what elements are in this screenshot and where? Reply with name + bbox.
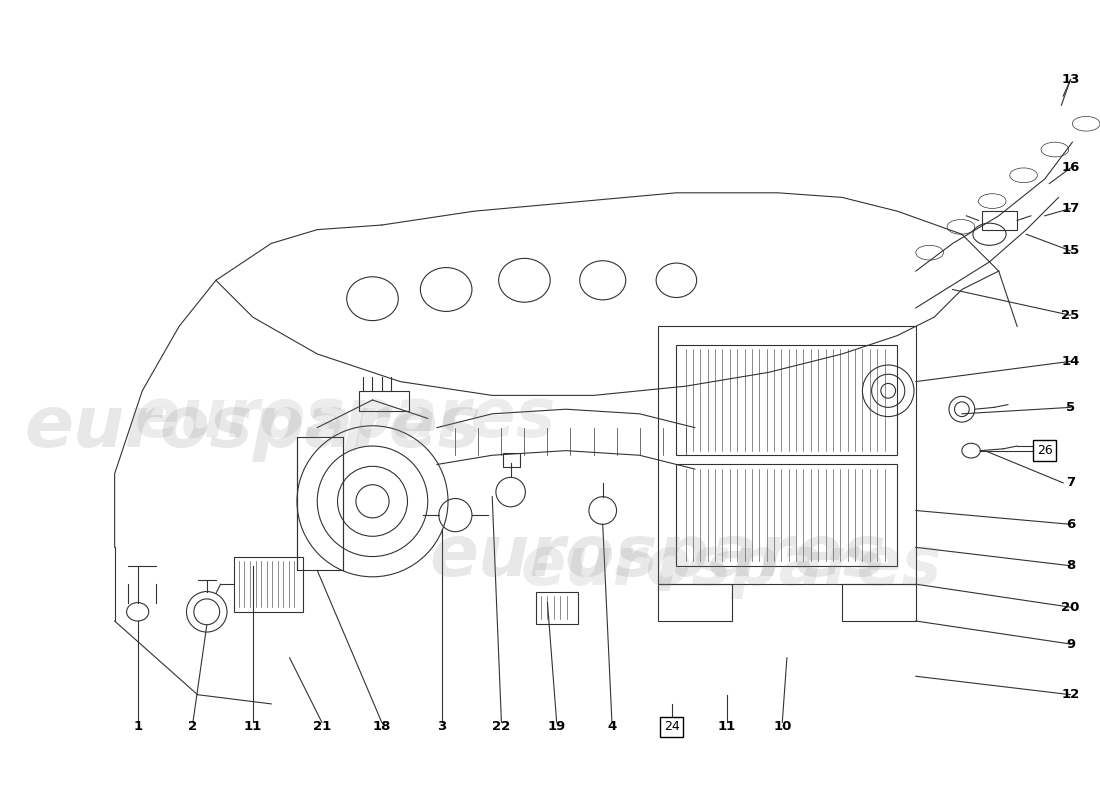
Text: 20: 20 <box>1062 601 1080 614</box>
Bar <box>843 584 916 621</box>
Bar <box>359 390 409 411</box>
Text: 2: 2 <box>188 721 198 734</box>
Bar <box>234 557 304 612</box>
Text: 1: 1 <box>133 721 142 734</box>
Text: 14: 14 <box>1062 355 1080 368</box>
Text: 12: 12 <box>1062 688 1080 701</box>
Text: 19: 19 <box>548 721 565 734</box>
Text: 7: 7 <box>1066 476 1075 490</box>
Text: 13: 13 <box>1062 73 1080 86</box>
Text: 15: 15 <box>1062 244 1080 258</box>
Bar <box>676 345 898 455</box>
Bar <box>676 465 898 566</box>
Text: 11: 11 <box>718 721 736 734</box>
Text: 11: 11 <box>244 721 262 734</box>
Text: 21: 21 <box>312 721 331 734</box>
Text: 22: 22 <box>493 721 510 734</box>
Bar <box>537 591 578 624</box>
Text: 9: 9 <box>1066 638 1075 650</box>
Text: 16: 16 <box>1062 162 1080 174</box>
Text: 25: 25 <box>1062 309 1080 322</box>
Bar <box>297 437 343 570</box>
Text: eurospares: eurospares <box>430 522 887 591</box>
Text: 18: 18 <box>373 721 390 734</box>
Bar <box>504 454 520 467</box>
Text: 3: 3 <box>437 721 447 734</box>
Text: eurospares: eurospares <box>24 393 481 462</box>
Text: 17: 17 <box>1062 202 1080 215</box>
Text: 24: 24 <box>664 721 680 734</box>
Text: 10: 10 <box>773 721 792 734</box>
Text: 6: 6 <box>1066 518 1075 531</box>
Text: eurospares: eurospares <box>521 533 943 598</box>
Text: 4: 4 <box>607 721 617 734</box>
Text: 8: 8 <box>1066 559 1075 572</box>
Text: eurospares: eurospares <box>134 386 556 451</box>
Text: 26: 26 <box>1037 444 1053 457</box>
Bar <box>982 211 1018 230</box>
Bar <box>658 326 916 584</box>
Text: 5: 5 <box>1066 401 1075 414</box>
Bar <box>658 584 732 621</box>
